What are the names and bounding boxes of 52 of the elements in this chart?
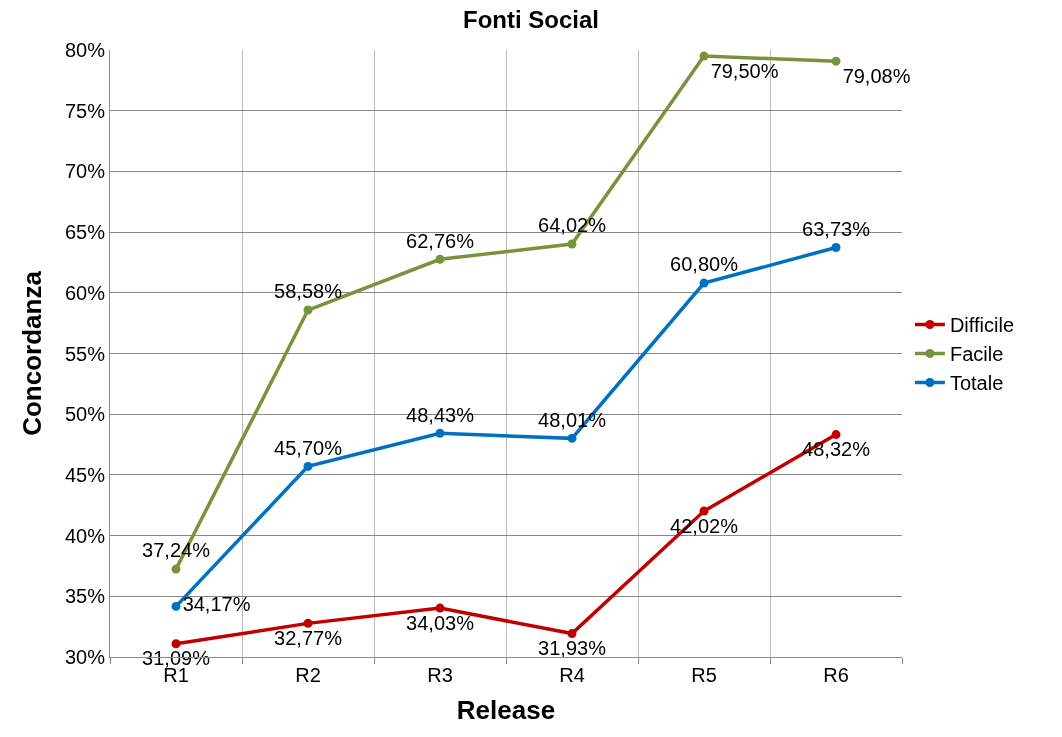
y-axis-title: Concordanza [17,270,48,436]
legend-label: Facile [949,343,1004,366]
point [435,254,445,264]
y-tick-label: 65% [64,221,106,244]
data-label: 32,77% [274,626,343,649]
x-tick-label: R2 [295,664,321,686]
y-tick-label: 70% [64,160,106,183]
data-label: 63,73% [802,217,871,240]
y-tick-label: 35% [64,585,106,608]
x-tick-label: R5 [691,664,717,686]
data-label: 45,70% [274,436,343,459]
point [831,243,841,253]
point [435,428,445,438]
point [699,51,709,61]
point [171,639,181,649]
y-tick-label: 40% [64,524,106,547]
point [435,603,445,613]
x-tick-label: R6 [823,664,849,686]
chart-title: Fonti Social [462,5,600,33]
data-label: 34,03% [406,611,475,634]
data-label: 58,58% [274,280,343,303]
data-label: 31,93% [538,637,607,660]
point [699,506,709,516]
legend-label: Difficile [949,314,1015,337]
legend-label: Totale [949,372,1004,395]
point [171,564,181,574]
point [831,430,841,440]
point [171,601,181,611]
point [567,433,577,443]
y-tick-label: 55% [64,342,106,365]
data-label: 34,17% [182,593,251,616]
y-tick-label: 75% [64,99,106,122]
x-axis-title: Release [456,694,556,725]
data-label: 48,43% [406,403,475,426]
point [303,618,313,628]
y-tick-label: 60% [64,281,106,304]
data-label: 62,76% [406,229,475,252]
x-tick-label: R3 [427,664,453,686]
point [699,278,709,288]
data-label: 60,80% [670,253,739,276]
point [831,56,841,66]
y-tick-label: 45% [64,463,106,486]
y-tick-label: 30% [64,646,106,668]
y-tick-label: 50% [64,403,106,426]
x-tick-label: R4 [559,664,585,686]
point [567,629,577,639]
point [303,305,313,315]
data-label: 79,50% [710,59,779,82]
point [567,239,577,249]
data-label: 79,08% [842,64,911,87]
y-tick-label: 80% [64,39,106,61]
point [303,461,313,471]
